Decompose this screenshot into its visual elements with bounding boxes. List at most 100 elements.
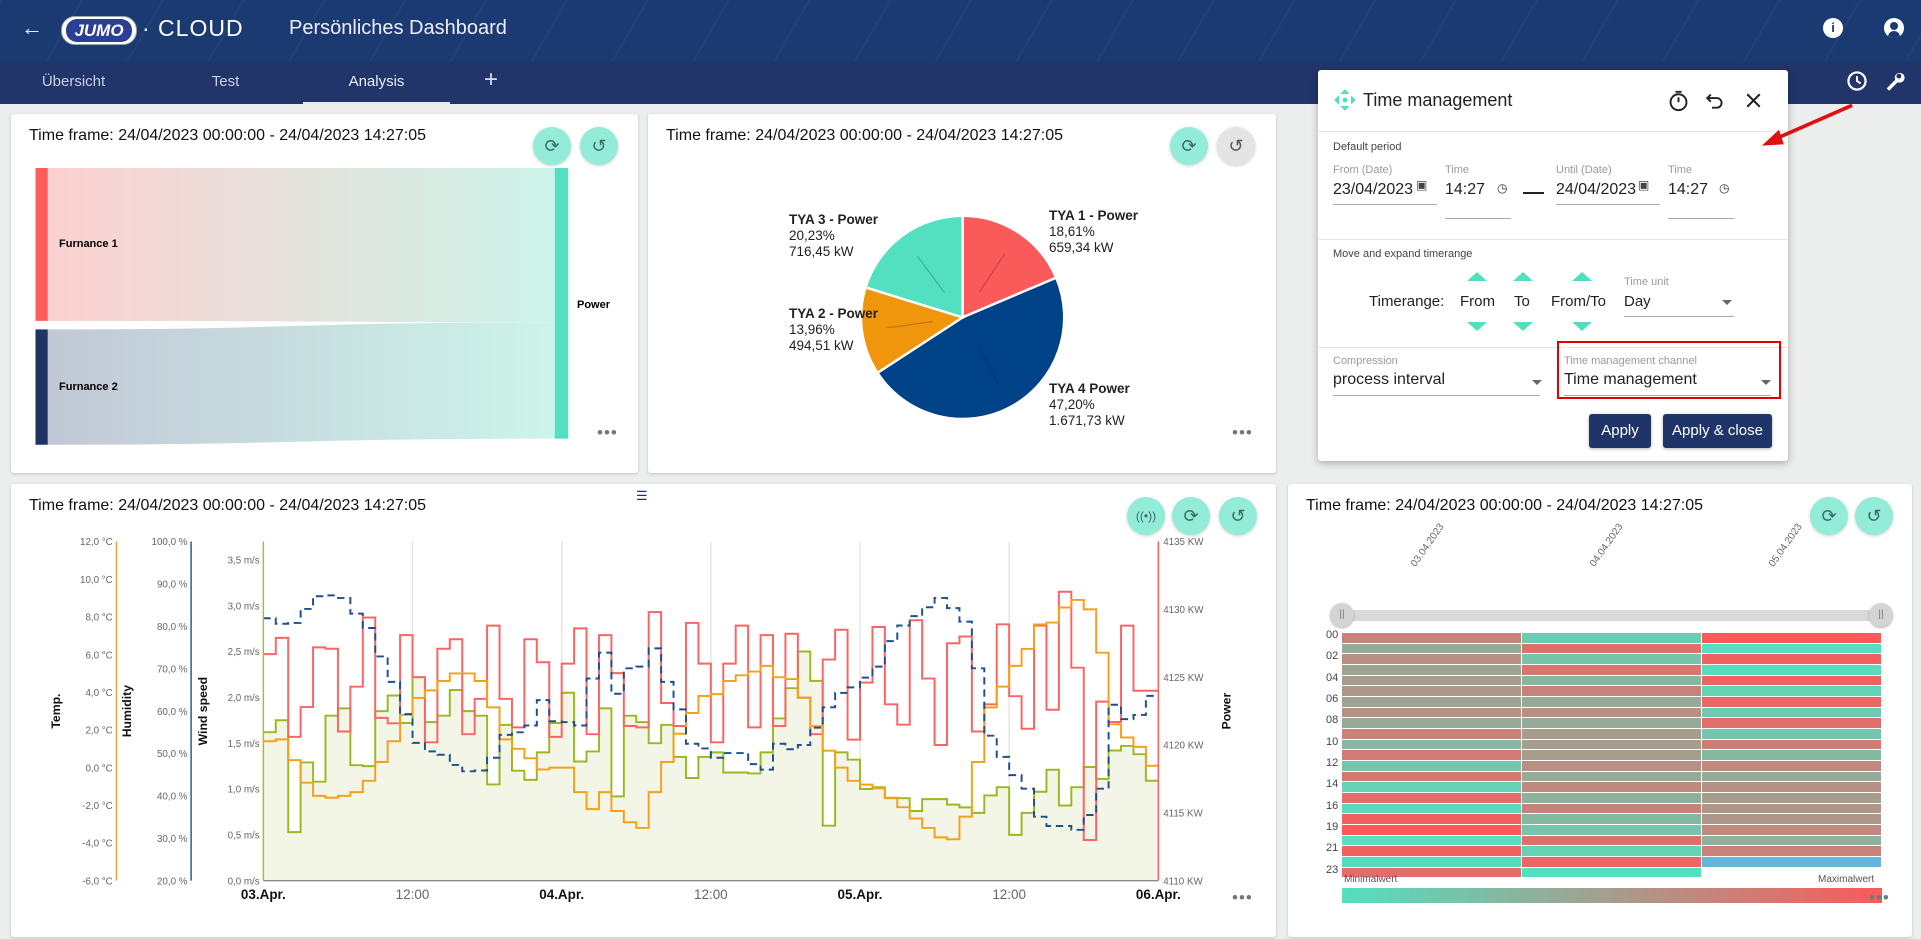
tab-uebersicht[interactable]: Übersicht	[41, 73, 106, 90]
channel-select[interactable]: Time management	[1564, 371, 1697, 388]
heatmap-cell[interactable]	[1702, 750, 1881, 760]
heatmap-cell[interactable]	[1522, 846, 1701, 856]
heatmap-cell[interactable]	[1702, 707, 1881, 718]
heatmap-cell[interactable]	[1702, 803, 1881, 814]
heatmap-cell[interactable]	[1702, 846, 1881, 856]
more-options-button[interactable]: •••	[1232, 423, 1253, 442]
heatmap-cell[interactable]	[1342, 739, 1521, 750]
close-icon[interactable]	[1746, 93, 1761, 108]
from-up-button[interactable]	[1467, 272, 1487, 281]
heatmap-cell[interactable]	[1702, 643, 1881, 654]
history-button[interactable]: ↺	[1855, 497, 1893, 535]
heatmap-cell[interactable]	[1522, 664, 1701, 675]
tab-analysis[interactable]: Analysis	[303, 61, 450, 104]
info-icon[interactable]: i	[1823, 18, 1843, 38]
chevron-down-icon[interactable]	[1761, 380, 1771, 385]
live-button[interactable]: ((•))	[1127, 497, 1165, 535]
heatmap-cell[interactable]	[1522, 686, 1701, 696]
heatmap-cell[interactable]	[1702, 654, 1881, 664]
fromto-down-button[interactable]	[1572, 322, 1592, 331]
heatmap-cell[interactable]	[1522, 760, 1701, 771]
heatmap-cell[interactable]	[1342, 664, 1521, 675]
timer-icon[interactable]	[1668, 90, 1689, 112]
clock-icon[interactable]: ◷	[1497, 181, 1508, 195]
add-tab-button[interactable]: +	[484, 66, 499, 93]
refresh-button[interactable]: ⟳	[1810, 497, 1848, 535]
more-options-button[interactable]: •••	[1869, 888, 1890, 907]
heatmap-cell[interactable]	[1342, 718, 1521, 728]
heatmap-cell[interactable]	[1522, 867, 1701, 878]
heatmap-cell[interactable]	[1342, 760, 1521, 771]
more-options-button[interactable]: •••	[597, 423, 618, 442]
heatmap-cell[interactable]	[1522, 856, 1701, 867]
to-up-button[interactable]	[1513, 272, 1533, 281]
heatmap-cell[interactable]	[1702, 675, 1881, 686]
clock-icon[interactable]	[1846, 70, 1868, 92]
tab-test[interactable]: Test	[211, 73, 240, 90]
heatmap-cell[interactable]	[1522, 718, 1701, 728]
from-date-input[interactable]: 23/04/2023	[1333, 181, 1414, 198]
wrench-icon[interactable]	[1883, 70, 1905, 92]
chevron-down-icon[interactable]	[1532, 380, 1542, 385]
heatmap-cell[interactable]	[1522, 654, 1701, 664]
heatmap-cell[interactable]	[1342, 856, 1521, 867]
refresh-button[interactable]: ⟳	[1170, 127, 1208, 165]
history-button[interactable]: ↺	[1219, 497, 1257, 535]
heatmap-cell[interactable]	[1342, 835, 1521, 846]
heatmap-cell[interactable]	[1702, 814, 1881, 824]
heatmap-cell[interactable]	[1342, 814, 1521, 824]
account-icon[interactable]	[1884, 18, 1904, 38]
heatmap-cell[interactable]	[1522, 633, 1701, 643]
filter-icon[interactable]: ☰	[636, 488, 648, 503]
heatmap-cell[interactable]	[1702, 728, 1881, 739]
heatmap-cell[interactable]	[1342, 846, 1521, 856]
heatmap-cell[interactable]	[1522, 675, 1701, 686]
heatmap-cell[interactable]	[1702, 696, 1881, 707]
heatmap-cell[interactable]	[1342, 654, 1521, 664]
heatmap-cell[interactable]	[1522, 792, 1701, 803]
heatmap-cell[interactable]	[1702, 835, 1881, 846]
heatmap-cell[interactable]	[1342, 824, 1521, 835]
compression-select[interactable]: process interval	[1333, 371, 1446, 388]
history-button[interactable]: ↺	[1217, 127, 1255, 165]
heatmap-cell[interactable]	[1342, 728, 1521, 739]
range-slider-track[interactable]	[1342, 610, 1881, 621]
clock-icon[interactable]: ◷	[1719, 181, 1730, 195]
apply-button[interactable]: Apply	[1589, 414, 1651, 448]
until-date-input[interactable]: 24/04/2023	[1556, 181, 1637, 198]
heatmap-cell[interactable]	[1342, 696, 1521, 707]
heatmap-cell[interactable]	[1522, 824, 1701, 835]
from-down-button[interactable]	[1467, 322, 1487, 331]
until-time-input[interactable]: 14:27	[1668, 181, 1709, 198]
back-arrow-icon[interactable]: ←	[21, 15, 43, 40]
heatmap-cell[interactable]	[1342, 782, 1521, 792]
heatmap-cell[interactable]	[1522, 835, 1701, 846]
time-unit-select[interactable]: Day	[1624, 293, 1651, 310]
heatmap-cell[interactable]	[1702, 824, 1881, 835]
heatmap-cell[interactable]	[1702, 782, 1881, 792]
to-down-button[interactable]	[1513, 322, 1533, 331]
calendar-icon[interactable]: ▣	[1416, 178, 1428, 192]
heatmap-cell[interactable]	[1702, 771, 1881, 782]
heatmap-cell[interactable]	[1702, 856, 1881, 867]
range-slider-handle-start[interactable]: ||	[1330, 603, 1354, 627]
heatmap-cell[interactable]	[1342, 707, 1521, 718]
heatmap-cell[interactable]	[1522, 728, 1701, 739]
range-slider-handle-end[interactable]: ||	[1869, 603, 1893, 627]
heatmap-cell[interactable]	[1342, 803, 1521, 814]
undo-icon[interactable]	[1706, 92, 1724, 109]
heatmap-cell[interactable]	[1702, 633, 1881, 643]
heatmap-cell[interactable]	[1342, 750, 1521, 760]
heatmap-cell[interactable]	[1522, 696, 1701, 707]
refresh-button[interactable]: ⟳	[1172, 497, 1210, 535]
heatmap-cell[interactable]	[1522, 782, 1701, 792]
apply-close-button[interactable]: Apply & close	[1663, 414, 1772, 448]
heatmap-cell[interactable]	[1522, 814, 1701, 824]
heatmap-cell[interactable]	[1342, 633, 1521, 643]
heatmap-cell[interactable]	[1342, 771, 1521, 782]
heatmap-cell[interactable]	[1702, 686, 1881, 696]
heatmap-cell[interactable]	[1702, 664, 1881, 675]
heatmap-cell[interactable]	[1522, 771, 1701, 782]
chevron-down-icon[interactable]	[1722, 300, 1732, 305]
heatmap-cell[interactable]	[1522, 643, 1701, 654]
